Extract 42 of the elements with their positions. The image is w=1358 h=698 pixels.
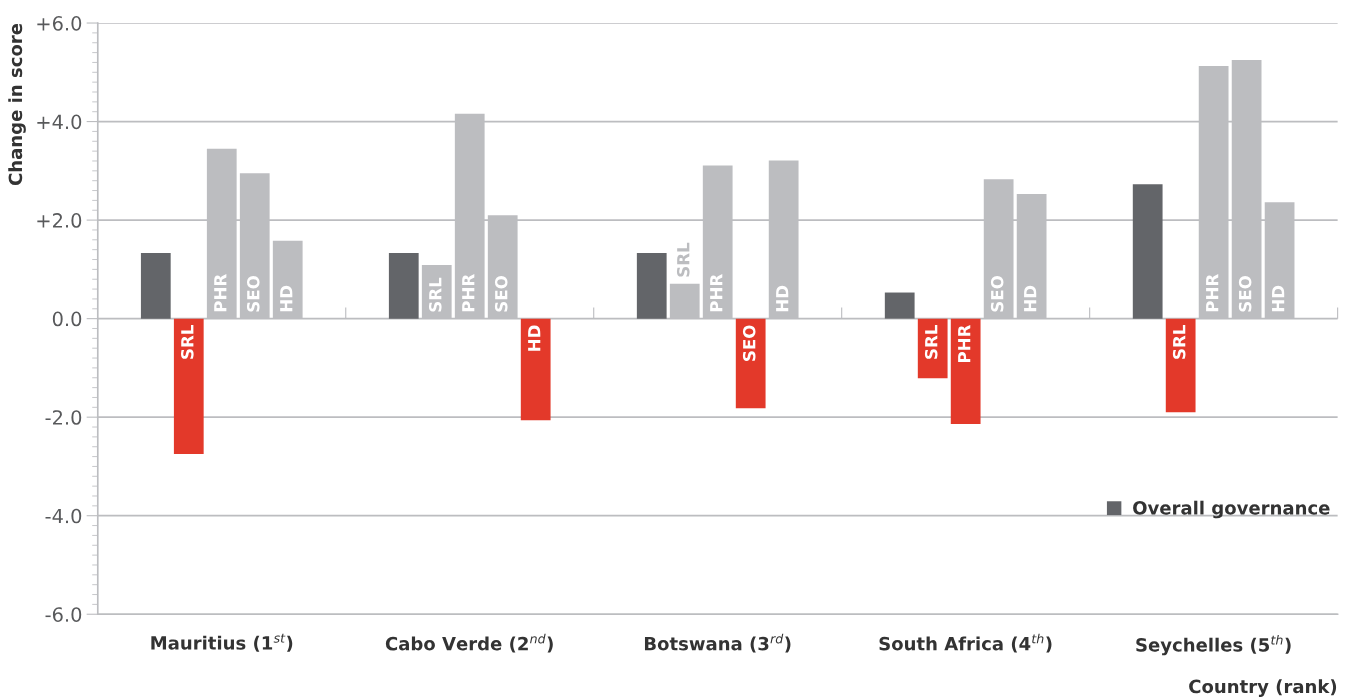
series-label: PHR (958, 324, 971, 363)
series-label: SRL (181, 325, 194, 359)
y-tick-label: -4.0 (45, 508, 82, 524)
bar (1165, 318, 1196, 413)
y-tick-label: -6.0 (45, 607, 82, 622)
text: HD (280, 285, 293, 312)
series-label: HD (528, 325, 541, 351)
text: SEO (494, 276, 508, 312)
y-axis-title: Change in score (8, 23, 26, 186)
bar (636, 253, 667, 319)
bar (140, 253, 171, 319)
bar (884, 292, 915, 319)
text: PHR (462, 274, 475, 312)
y-tick-label: +4.0 (37, 114, 82, 130)
text: SRL (428, 277, 442, 312)
x-axis-title: Country (rank) (1189, 679, 1337, 697)
legend-label: Overall governance (1133, 500, 1330, 519)
x-tick-label: Mauritius (1$^{st}$) (151, 633, 293, 652)
text: HD (1272, 285, 1285, 312)
text: SEO (1238, 276, 1252, 312)
y-tick-label: +2.0 (37, 213, 82, 228)
text: SEO (246, 276, 260, 312)
text: SRL (924, 325, 938, 359)
text: SEO (990, 276, 1004, 312)
text: HD (776, 285, 789, 312)
x-tick-label: South Africa (4$^{th}$) (879, 633, 1052, 653)
x-tick-label: Cabo Verde (2$^{nd}$) (385, 633, 553, 653)
bar (388, 253, 419, 319)
bar (173, 318, 204, 455)
text: SRL (1172, 325, 1186, 359)
text: SRL (676, 242, 690, 277)
x-tick-label: Seychelles (5$^{th}$) (1136, 634, 1291, 656)
x-tick-label: Botswana (3$^{rd}$) (644, 633, 791, 653)
y-tick-label: -2.0 (45, 410, 82, 425)
text: PHR (214, 274, 227, 312)
text: PHR (710, 274, 723, 312)
y-tick-label: +6.0 (37, 15, 82, 31)
bar (1132, 184, 1163, 319)
text: HD (1024, 285, 1037, 312)
text: PHR (1206, 274, 1219, 312)
y-tick-label: 0.0 (52, 311, 82, 327)
series-label: SEO (742, 325, 756, 361)
